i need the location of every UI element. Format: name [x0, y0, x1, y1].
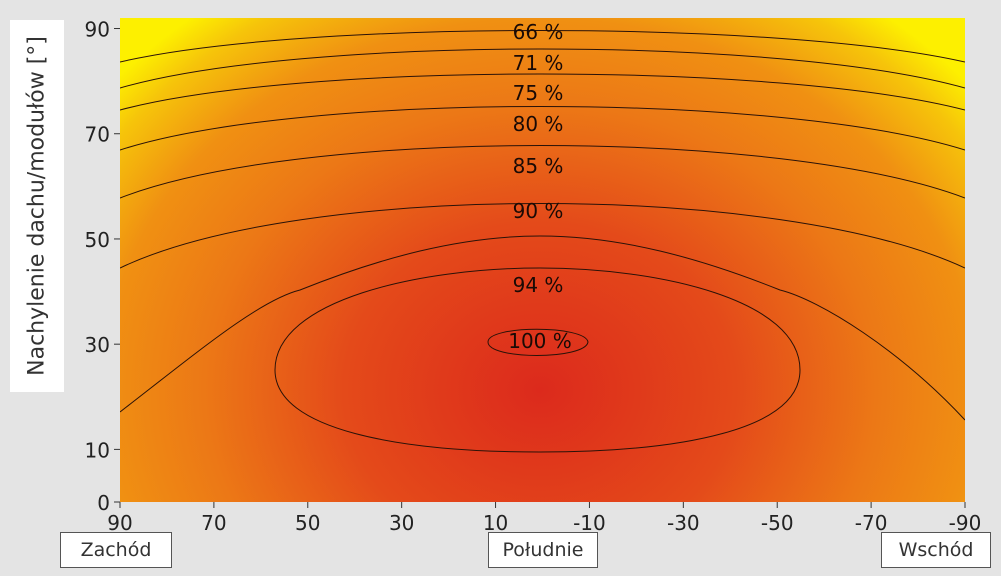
- y-tick-label: 90: [85, 18, 110, 42]
- direction-west-label: Zachód: [60, 532, 172, 568]
- contour-label-75: 75 %: [513, 81, 564, 105]
- x-tick-label: -90: [949, 511, 982, 535]
- x-tick-label: -30: [667, 511, 700, 535]
- contour-label-71: 71 %: [513, 51, 564, 75]
- contour-label-80: 80 %: [513, 112, 564, 136]
- x-tick-label: -50: [761, 511, 794, 535]
- y-tick-label: 0: [97, 491, 110, 515]
- contour-line-90: [120, 203, 965, 269]
- direction-east-label: Wschód: [881, 532, 991, 568]
- contour-label-66: 66 %: [513, 20, 564, 44]
- x-tick-label: 30: [389, 511, 414, 535]
- contour-label-90: 90 %: [513, 199, 564, 223]
- y-axis-label-box: [10, 20, 64, 392]
- x-tick-label: 50: [295, 511, 320, 535]
- contour-line-inner: [274, 267, 801, 453]
- contour-line-71: [120, 48, 965, 89]
- y-tick-label: 30: [85, 333, 110, 357]
- contour-label-100: 100 %: [508, 329, 572, 353]
- plot-area: [120, 18, 965, 502]
- contour-line-80: [120, 106, 965, 151]
- contour-label-85: 85 %: [513, 154, 564, 178]
- x-tick-label: 10: [483, 511, 508, 535]
- x-tick-label: -10: [573, 511, 606, 535]
- y-tick-label: 50: [85, 228, 110, 252]
- contour-line-100: [487, 328, 589, 356]
- contour-line-66: [120, 30, 965, 63]
- contour-line-94: [120, 235, 965, 421]
- x-tick-label: 90: [107, 511, 132, 535]
- contour-line-85: [120, 145, 965, 199]
- y-tick-label: 10: [85, 438, 110, 462]
- x-tick-label: 70: [201, 511, 226, 535]
- contour-line-75: [120, 73, 965, 111]
- y-tick-label: 70: [85, 123, 110, 147]
- direction-south-label: Południe: [488, 532, 598, 568]
- x-tick-label: -70: [855, 511, 888, 535]
- contour-label-94: 94 %: [513, 273, 564, 297]
